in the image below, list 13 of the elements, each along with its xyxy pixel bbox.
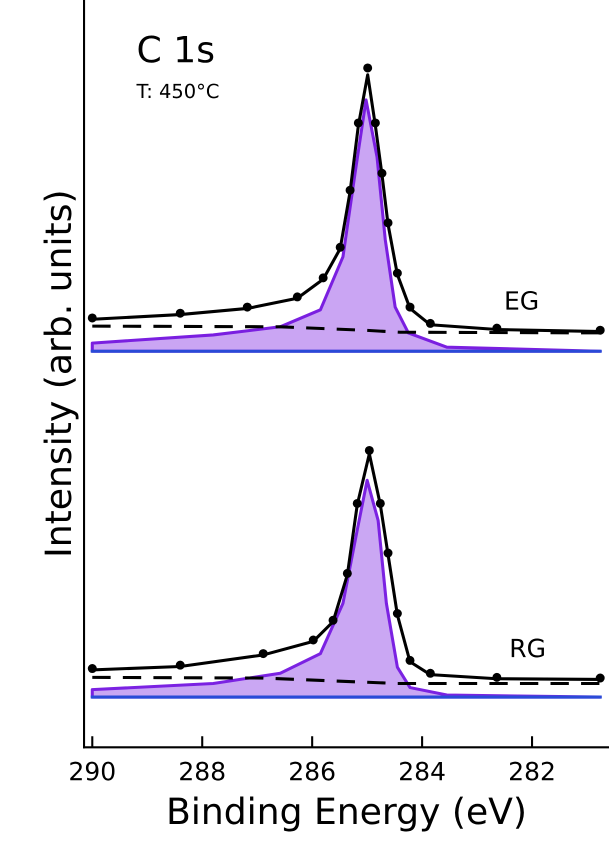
point bbox=[363, 63, 372, 72]
x-tick-label: 286 bbox=[290, 762, 334, 781]
y-axis-title: Intensity (arb. units) bbox=[44, 192, 78, 554]
point bbox=[364, 446, 374, 455]
x-axis-title: Binding Energy (eV) bbox=[170, 796, 524, 832]
x-tick-label: 290 bbox=[70, 762, 114, 781]
x-tick-label: 282 bbox=[510, 762, 554, 781]
annotation: EG bbox=[506, 291, 538, 310]
annotation: T: 450°C bbox=[136, 84, 218, 98]
x-tick-label: 284 bbox=[400, 762, 445, 781]
text: C 1s bbox=[138, 35, 214, 63]
annotation: RG bbox=[512, 638, 544, 658]
x-tick-label: 288 bbox=[180, 762, 224, 781]
